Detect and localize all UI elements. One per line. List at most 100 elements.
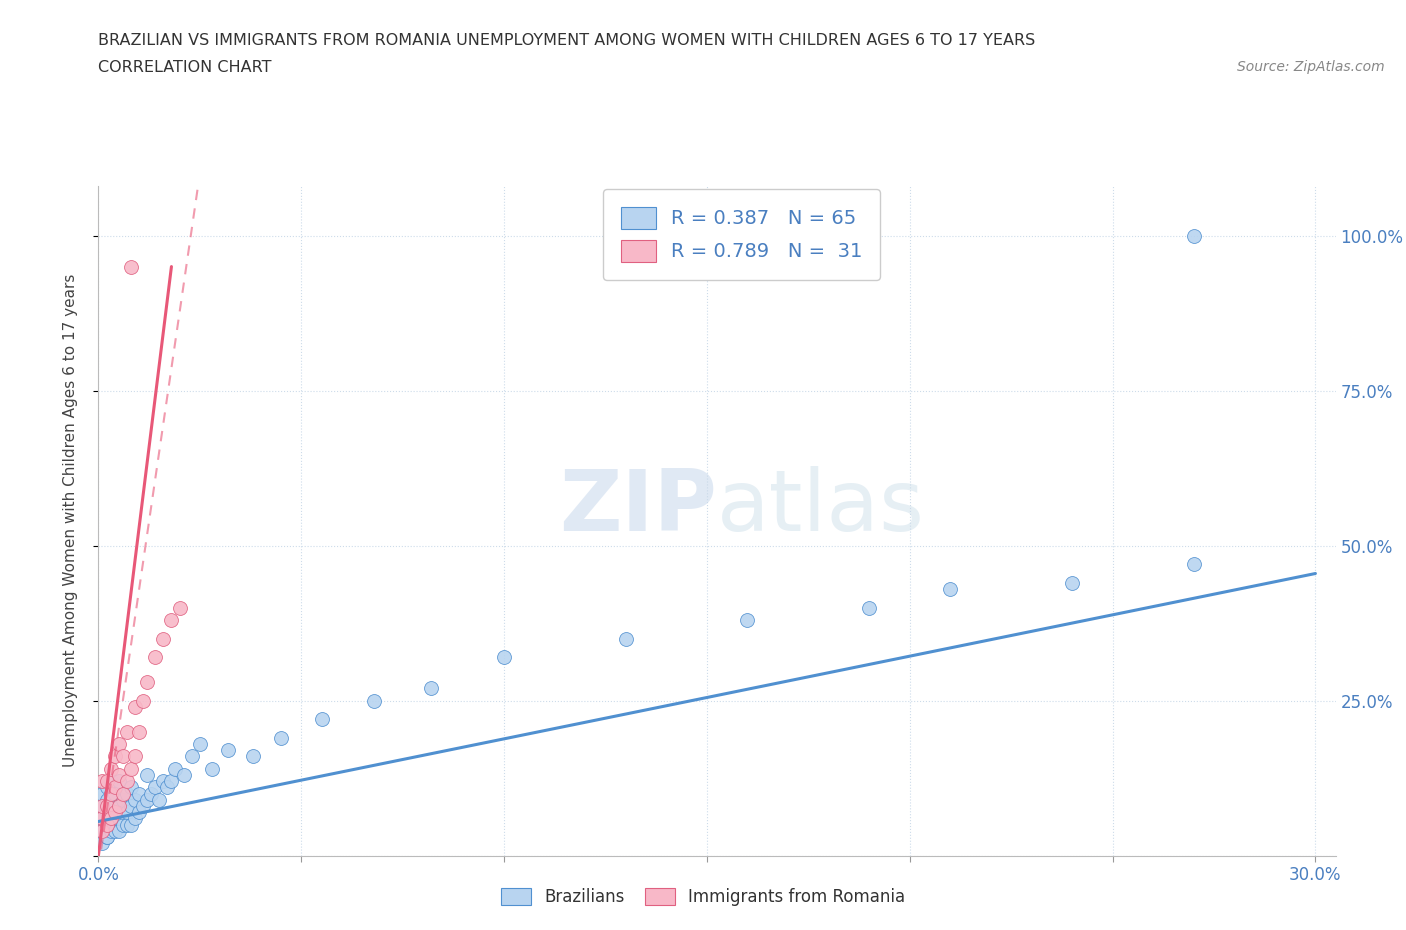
Point [115,724,138,739]
Point [128,804,150,819]
Point [270,730,292,745]
Point [104,749,127,764]
Text: Source: ZipAtlas.com: Source: ZipAtlas.com [1237,60,1385,74]
Text: ZIP: ZIP [560,466,717,549]
Point [1182,557,1205,572]
Point [111,817,134,832]
Point [152,631,174,646]
Point [96,830,118,844]
Point [104,799,127,814]
Point [91,786,114,801]
Point [107,799,129,814]
Point [160,774,183,789]
Point [91,774,114,789]
Point [96,817,118,832]
Point [148,792,170,807]
Point [115,774,138,789]
Point [136,767,159,782]
Point [120,259,142,274]
Point [132,693,155,708]
Text: atlas: atlas [717,466,925,549]
Point [91,799,114,814]
Point [96,774,118,789]
Point [242,749,264,764]
Point [96,792,118,807]
Point [91,836,114,851]
Point [100,823,122,838]
Point [96,799,118,814]
Point [188,737,211,751]
Point [152,774,174,789]
Point [124,699,146,714]
Point [136,792,159,807]
Point [120,762,142,777]
Point [128,786,150,801]
Point [136,674,159,689]
Point [91,823,114,838]
Point [420,681,443,696]
Point [111,804,134,819]
Point [111,786,134,801]
Point [91,811,114,826]
Y-axis label: Unemployment Among Women with Children Ages 6 to 17 years: Unemployment Among Women with Children A… [63,274,77,767]
Point [115,804,138,819]
Point [104,823,127,838]
Point [120,780,142,795]
Point [100,811,122,826]
Point [104,811,127,826]
Point [143,650,166,665]
Point [100,786,122,801]
Point [107,767,129,782]
Point [143,780,166,795]
Point [124,811,146,826]
Point [104,780,127,795]
Point [311,711,333,726]
Point [107,811,129,826]
Point [107,774,129,789]
Legend: Brazilians, Immigrants from Romania: Brazilians, Immigrants from Romania [495,881,911,912]
Point [96,817,118,832]
Point [160,613,183,628]
Point [614,631,637,646]
Point [91,799,114,814]
Point [100,811,122,826]
Point [96,830,118,844]
Point [180,749,202,764]
Point [96,780,118,795]
Text: BRAZILIAN VS IMMIGRANTS FROM ROMANIA UNEMPLOYMENT AMONG WOMEN WITH CHILDREN AGES: BRAZILIAN VS IMMIGRANTS FROM ROMANIA UNE… [98,33,1036,47]
Point [363,693,385,708]
Point [939,581,962,596]
Point [100,799,122,814]
Point [128,724,150,739]
Point [104,804,127,819]
Point [120,817,142,832]
Point [115,817,138,832]
Point [124,749,146,764]
Point [1182,228,1205,243]
Point [217,743,239,758]
Point [169,600,191,615]
Point [107,737,129,751]
Point [91,811,114,826]
Point [96,804,118,819]
Point [107,799,129,814]
Point [858,600,880,615]
Point [141,786,163,801]
Point [111,749,134,764]
Point [104,786,127,801]
Point [120,799,142,814]
Point [115,786,138,801]
Legend: R = 0.387   N = 65, R = 0.789   N =  31: R = 0.387 N = 65, R = 0.789 N = 31 [603,189,880,280]
Point [100,762,122,777]
Point [201,762,224,777]
Point [1060,576,1083,591]
Point [494,650,516,665]
Point [737,613,759,628]
Point [156,780,179,795]
Point [124,792,146,807]
Point [111,792,134,807]
Point [165,762,187,777]
Point [100,786,122,801]
Point [132,799,155,814]
Point [91,823,114,838]
